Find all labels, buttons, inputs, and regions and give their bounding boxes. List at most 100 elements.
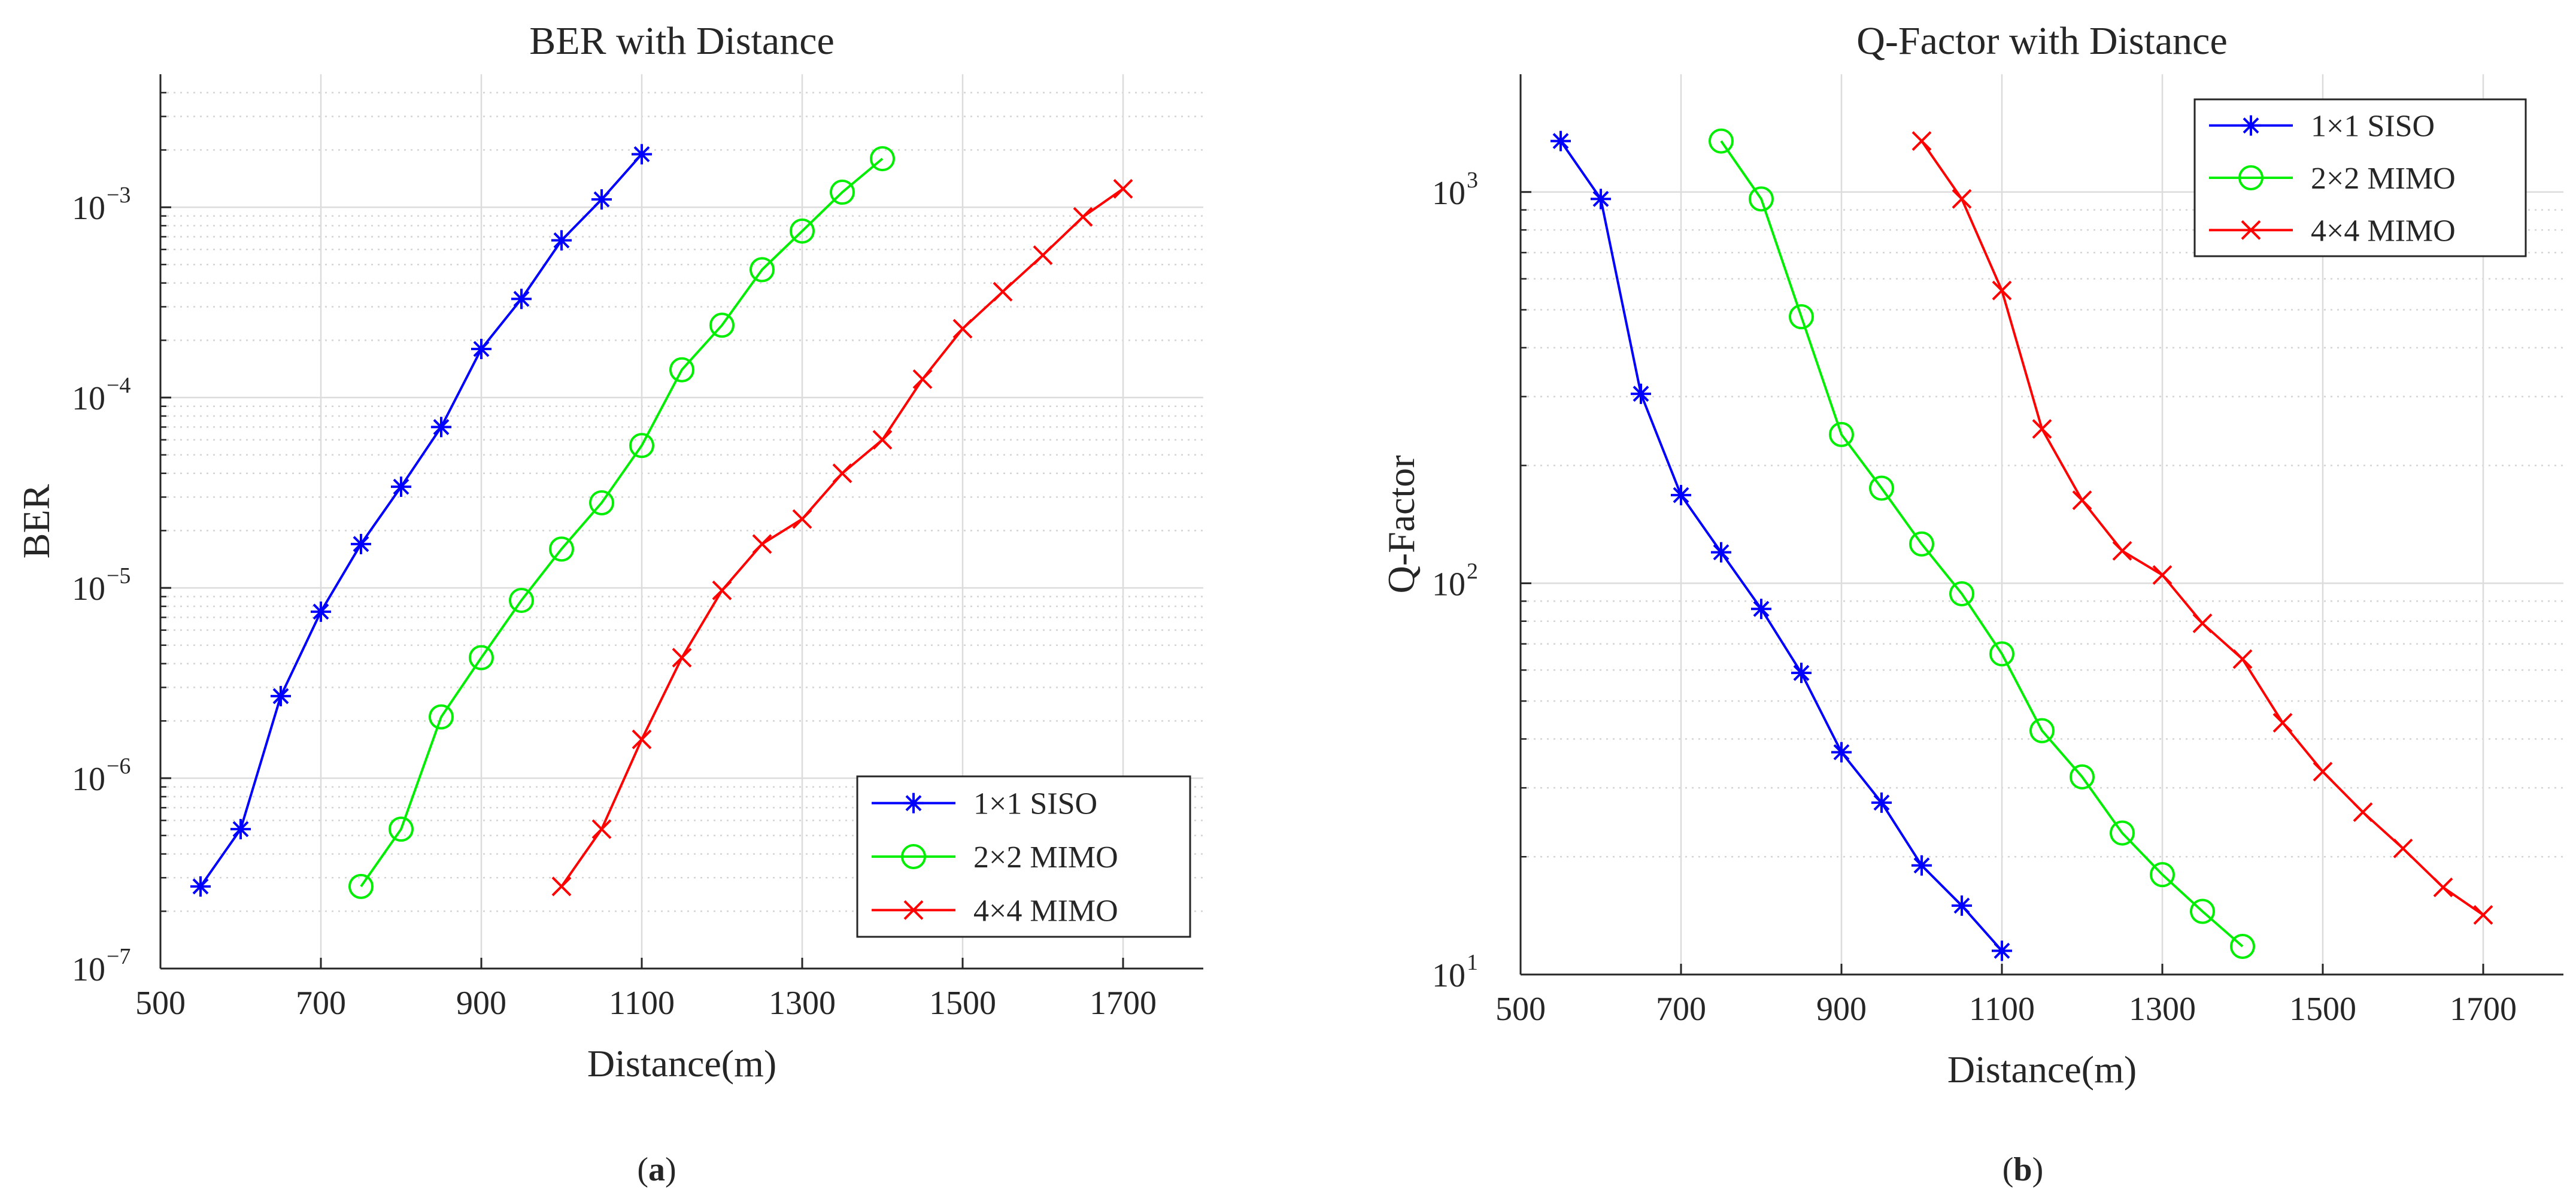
x-tick-label: 1300 [2129,991,2196,1028]
caption-close-paren: ) [665,1151,676,1188]
marker-p1-s1-pt4 [1869,475,1894,501]
marker-p1-s2-pt8 [2232,649,2253,669]
y-tick-label: 10 −5 [72,563,131,608]
marker-p0-s2-pt3 [672,648,692,668]
marker-p1-s2-pt13 [2433,878,2453,897]
y-tick-label: 10 −4 [72,373,131,417]
marker-p0-s0-pt7 [471,339,491,360]
y-tick-exponent: −4 [107,373,131,398]
legend-label: 1×1 SISO [973,787,1097,821]
legend-entry: 4×4 MIMO [872,894,1118,928]
marker-p1-s1-ptlegend [2238,165,2264,190]
marker-p0-s1-pt10 [750,257,775,283]
marker-p1-s1-pt10 [2110,820,2135,846]
x-tick-label: 1100 [609,985,675,1022]
x-tick-label: 500 [135,985,186,1022]
legend-entry: 1×1 SISO [872,787,1097,821]
y-tick-base: 10 [72,570,105,608]
marker-p1-s1-pt6 [1949,581,1974,606]
y-tick-label: 10 1 [1432,950,1478,994]
y-tick-exponent: −7 [107,944,131,969]
marker-p0-s0-ptlegend [903,793,924,814]
marker-p0-s1-pt2 [429,704,454,730]
x-tick-label: 900 [1816,991,1867,1028]
y-tick-exponent: 2 [1467,558,1478,584]
x-axis-label: Distance(m) [587,1042,776,1085]
marker-p0-s1-ptlegend [901,844,926,869]
marker-p0-s2-pt11 [993,281,1013,302]
marker-p1-s0-ptlegend [2241,115,2261,136]
marker-p1-s1-pt0 [1709,128,1734,154]
x-tick-label: 1500 [929,985,996,1022]
y-tick-exponent: 1 [1467,950,1478,975]
marker-p1-s2-pt4 [2072,490,2092,511]
series-line-1 [1720,140,2244,948]
marker-p0-s2-pt8 [872,430,893,450]
y-tick-base: 10 [72,761,105,798]
y-tick-exponent: 3 [1467,168,1478,193]
marker-p0-s2-pt2 [632,729,652,749]
marker-p0-s2-pt12 [1033,245,1053,265]
marker-p0-s1-pt8 [669,357,694,383]
marker-p0-s2-pt6 [792,509,812,529]
marker-p1-s2-pt10 [2313,761,2333,782]
marker-p1-s1-pt5 [1909,531,1934,557]
panel-caption: (b) [2002,1151,2043,1188]
marker-p1-s2-pt11 [2353,802,2373,822]
caption-open-paren: ( [2002,1151,2014,1188]
caption-letter: a [648,1151,665,1188]
y-tick-label: 10 −6 [72,754,131,798]
marker-p0-s1-pt13 [870,146,895,172]
marker-p1-s0-pt3 [1671,485,1691,506]
marker-p1-s1-pt8 [2029,718,2055,743]
panel-caption: (a) [637,1151,676,1188]
marker-p0-s0-pt8 [511,289,532,309]
marker-p1-s2-ptlegend [2241,220,2261,240]
marker-p0-s0-pt10 [591,189,612,210]
marker-p0-s2-pt7 [832,463,852,484]
x-tick-label: 500 [1495,991,1546,1028]
legend: 1×1 SISO 2×2 MIMO 4×4 MIMO [2193,98,2527,257]
marker-p1-s2-pt9 [2272,713,2293,733]
marker-p0-s1-pt5 [549,536,574,562]
marker-p1-s2-pt7 [2192,613,2213,633]
marker-p1-s1-pt7 [1989,641,2014,667]
y-axis-label: BER [15,484,57,558]
marker-p1-s2-pt2 [1992,280,2012,300]
y-tick-exponent: −5 [107,563,131,588]
marker-p0-s2-pt5 [752,534,772,554]
x-tick-label: 1500 [2289,991,2356,1028]
marker-p0-s0-pt1 [230,819,251,840]
marker-p1-s2-pt12 [2393,838,2413,858]
marker-p1-s2-pt5 [2112,541,2132,561]
x-tick-label: 1300 [769,985,836,1022]
marker-p1-s2-pt3 [2032,419,2052,439]
marker-p0-s0-pt6 [431,417,451,438]
y-tick-label: 10 3 [1432,168,1478,212]
marker-p1-s0-pt11 [1992,940,2012,961]
marker-p0-s2-pt1 [591,819,612,839]
marker-p0-s1-pt1 [389,816,414,842]
y-tick-base: 10 [1432,175,1466,212]
x-tick-label: 1700 [1090,985,1157,1022]
y-axis-label: Q-Factor [1380,455,1422,593]
marker-p1-s1-pt2 [1789,304,1814,330]
series-2 [551,179,1133,897]
marker-p1-s0-pt9 [1911,855,1932,876]
y-tick-label: 10 −7 [72,944,131,988]
series-0 [1551,130,2012,961]
marker-p0-s2-pt13 [1073,207,1093,227]
marker-p1-s0-pt0 [1551,130,1571,151]
y-tick-base: 10 [72,951,105,988]
series-2 [1911,131,2493,925]
marker-p0-s1-pt9 [709,312,735,338]
marker-p0-s0-pt5 [391,476,411,497]
marker-p0-s1-pt3 [469,645,494,670]
y-tick-exponent: −3 [107,183,131,208]
marker-p1-s2-pt6 [2152,565,2173,585]
y-tick-label: 10 2 [1432,558,1478,603]
legend-label: 2×2 MIMO [973,840,1118,875]
marker-p0-s0-pt9 [551,230,572,251]
